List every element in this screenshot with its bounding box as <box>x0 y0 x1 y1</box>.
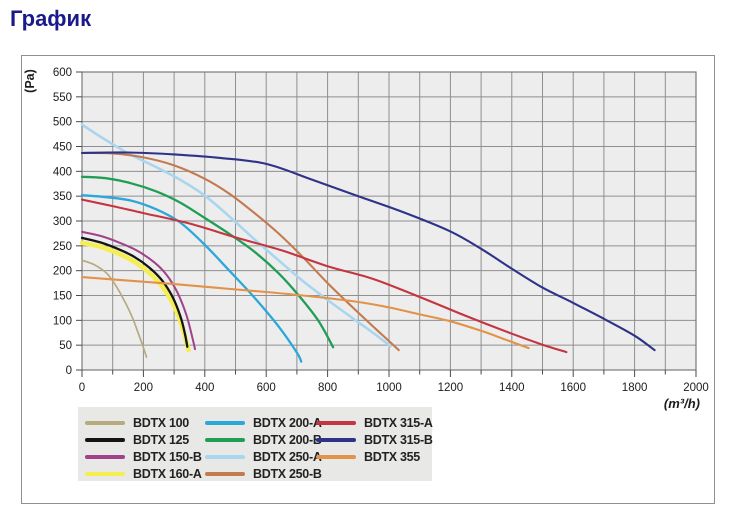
legend-swatch <box>316 437 356 442</box>
fan-performance-chart: 0 200 400 600 800 1000 1200 1400 1600 1800 2000 0 50… <box>53 67 709 394</box>
legend-item-bdtx-100: BDTX 100 <box>85 414 205 431</box>
legend-label: BDTX 160-A <box>133 466 202 481</box>
legend-item-bdtx-250-b: BDTX 250-B <box>205 465 322 482</box>
legend-item-bdtx-160-a: BDTX 160-A <box>85 465 205 482</box>
x-tick-label: 2000 <box>683 382 709 394</box>
legend-label: BDTX 100 <box>133 415 189 430</box>
series-curve-bdtx-200-a <box>80 194 303 363</box>
series-curve-bdtx-315-b <box>80 151 656 352</box>
legend-item-bdtx-200-b: BDTX 200-B <box>205 431 322 448</box>
legend-label: BDTX 150-B <box>133 449 202 464</box>
legend-label: BDTX 315-A <box>364 415 433 430</box>
legend-label: BDTX 315-B <box>364 432 433 447</box>
legend-item-bdtx-150-b: BDTX 150-B <box>85 448 205 465</box>
legend-swatch <box>205 437 245 442</box>
legend-swatch <box>85 454 125 459</box>
series-curve-bdtx-355 <box>80 276 530 350</box>
y-tick-label: 500 <box>53 117 72 129</box>
x-tick-label: 600 <box>257 382 276 394</box>
y-tick-label: 0 <box>66 365 72 377</box>
legend-swatch <box>316 420 356 425</box>
legend-label: BDTX 250-B <box>253 466 322 481</box>
y-tick-label: 600 <box>53 67 72 79</box>
legend-item-bdtx-315-b: BDTX 315-B <box>316 431 433 448</box>
series-curve-bdtx-100 <box>81 259 148 358</box>
y-tick-label: 100 <box>53 315 72 327</box>
x-tick-label: 1400 <box>499 382 525 394</box>
y-tick-label: 550 <box>53 92 72 104</box>
x-tick-label: 0 <box>79 382 85 394</box>
legend-swatch <box>205 471 245 476</box>
x-tick-label: 1600 <box>560 382 586 394</box>
legend-swatch <box>85 471 125 476</box>
x-tick-label: 800 <box>318 382 337 394</box>
legend-swatch <box>205 454 245 459</box>
y-tick-label: 300 <box>53 216 72 228</box>
series-curve-bdtx-125 <box>80 236 189 348</box>
legend-swatch <box>85 420 125 425</box>
y-tick-label: 250 <box>53 241 72 253</box>
page-title: График <box>10 6 92 31</box>
legend-label: BDTX 125 <box>133 432 189 447</box>
y-tick-label: 400 <box>53 166 72 178</box>
legend: BDTX 100 BDTX 125 BDTX 150-B BDTX 160-A BDTX… <box>78 407 433 482</box>
y-axis-title: (Pa) <box>23 69 37 93</box>
legend-item-bdtx-200-a: BDTX 200-A <box>205 414 322 431</box>
legend-label: BDTX 200-A <box>253 415 322 430</box>
y-tick-label: 150 <box>53 291 72 303</box>
y-tick-label: 350 <box>53 191 72 203</box>
series-curve-bdtx-315-a <box>80 198 568 354</box>
legend-label: BDTX 250-A <box>253 449 322 464</box>
x-tick-label: 1800 <box>622 382 648 394</box>
legend-label: BDTX 355 <box>364 449 420 464</box>
y-tick-label: 200 <box>53 266 72 278</box>
legend-item-bdtx-315-a: BDTX 315-A <box>316 414 433 431</box>
x-tick-label: 200 <box>134 382 153 394</box>
legend-item-bdtx-355: BDTX 355 <box>316 448 432 465</box>
series-curve-bdtx-250-b <box>80 151 400 352</box>
y-tick-label: 450 <box>53 142 72 154</box>
x-tick-label: 1000 <box>376 382 402 394</box>
legend-swatch <box>85 437 125 442</box>
y-tick-label: 50 <box>59 340 72 352</box>
x-tick-label: 1200 <box>438 382 464 394</box>
series-curve-bdtx-150-b <box>81 230 196 351</box>
legend-item-bdtx-125: BDTX 125 <box>85 431 205 448</box>
x-axis-title: (m³/h) <box>663 396 700 411</box>
legend-label: BDTX 200-B <box>253 432 322 447</box>
legend-swatch <box>205 420 245 425</box>
x-tick-label: 400 <box>195 382 214 394</box>
legend-item-bdtx-250-a: BDTX 250-A <box>205 448 322 465</box>
legend-swatch <box>316 454 356 459</box>
series-curve-bdtx-200-b <box>80 175 335 349</box>
